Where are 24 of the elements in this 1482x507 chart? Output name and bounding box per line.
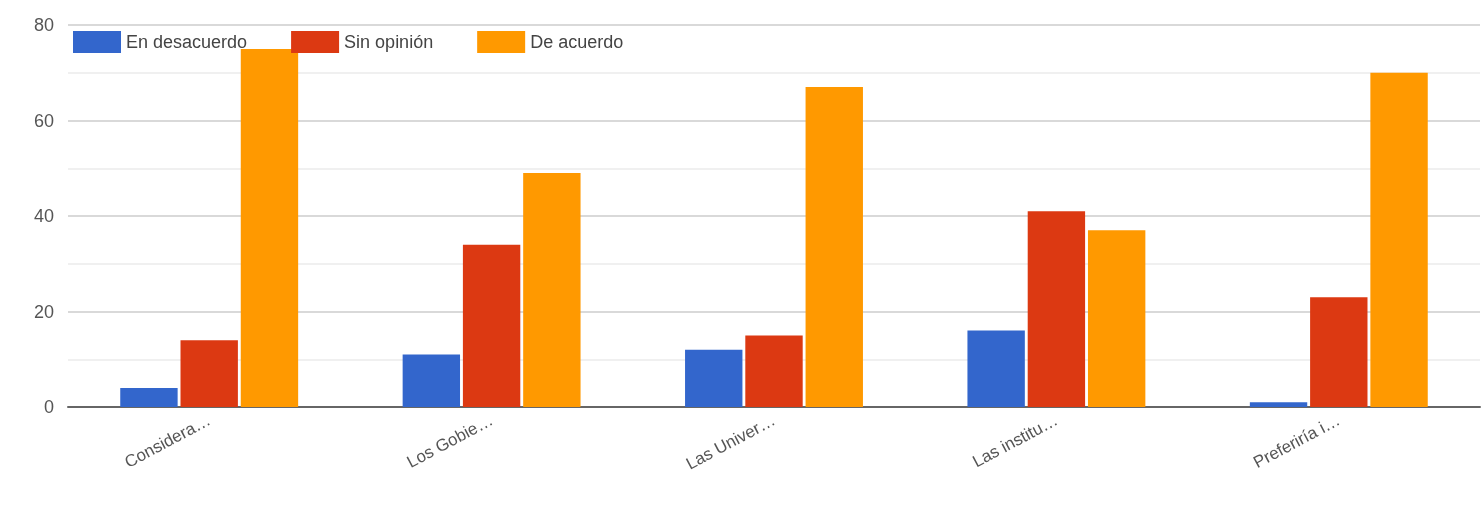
bar bbox=[240, 48, 299, 407]
bar bbox=[120, 387, 178, 407]
bar bbox=[967, 330, 1025, 407]
y-tick-label: 20 bbox=[33, 301, 54, 322]
y-tick-label: 80 bbox=[33, 15, 54, 35]
bar bbox=[523, 173, 581, 407]
legend-label: En desacuerdo bbox=[126, 32, 248, 52]
legend-label: Sin opinión bbox=[344, 32, 434, 52]
legend-label: De acuerdo bbox=[530, 32, 624, 52]
y-tick-label: 60 bbox=[33, 110, 54, 131]
bar bbox=[1370, 72, 1428, 407]
bar bbox=[1249, 402, 1308, 407]
y-tick-label: 0 bbox=[43, 397, 54, 417]
bar bbox=[805, 87, 863, 407]
bar bbox=[685, 349, 743, 407]
bar bbox=[1310, 297, 1368, 407]
x-tick-label: Los Gobie… bbox=[403, 410, 497, 472]
bar bbox=[1087, 230, 1146, 407]
bar bbox=[462, 244, 521, 407]
y-tick-label: 40 bbox=[33, 206, 54, 226]
bar bbox=[180, 340, 238, 407]
bar bbox=[402, 354, 461, 407]
bar bbox=[745, 335, 803, 407]
bar bbox=[1027, 211, 1086, 407]
